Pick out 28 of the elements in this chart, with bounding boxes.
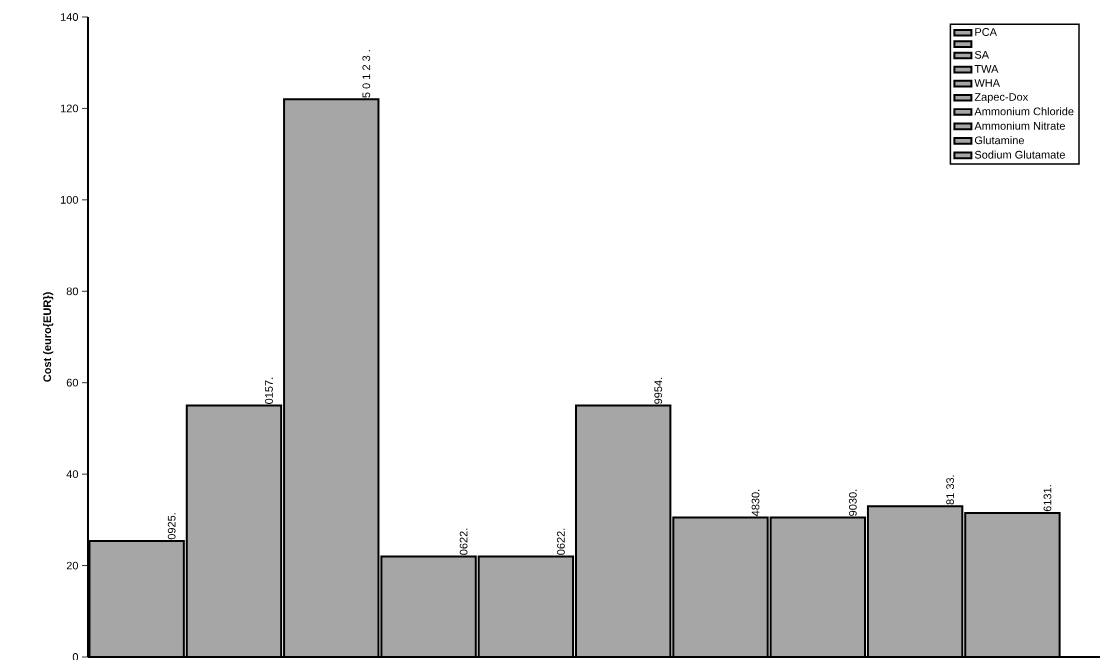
legend-label: Sodium Glutamate	[974, 150, 1065, 159]
y-axis-title: Cost (euro{EUR})	[43, 292, 54, 382]
text: 9030.	[848, 489, 857, 516]
text: 5 0 1 2 3 .	[362, 50, 371, 98]
legend-label: SA	[974, 50, 990, 59]
y-tick-label: 100	[60, 195, 79, 204]
y-tick-label: 20	[66, 561, 79, 570]
text: 0925.	[167, 513, 176, 540]
text: 0622.	[459, 528, 468, 555]
y-tick-label: 60	[66, 378, 79, 387]
legend-label: WHA	[974, 79, 1001, 87]
legend-label: Ammonium Nitrate	[974, 121, 1065, 130]
legend-label: Zapec-Dox	[974, 93, 1029, 104]
text: 9954.	[654, 377, 663, 404]
text: 6131.	[1043, 485, 1052, 512]
legend-label: Ammonium Chloride	[974, 107, 1074, 116]
legend-label: Glutamine	[974, 136, 1025, 145]
y-tick-label: 140	[60, 13, 79, 21]
text: 4830.	[751, 489, 760, 517]
y-tick-label: 120	[60, 104, 79, 113]
legend-label: TWA	[974, 65, 999, 73]
text: 0622.	[557, 528, 565, 555]
legend-label: PCA	[975, 28, 997, 36]
text: 0157.	[265, 377, 273, 404]
y-tick-label: 40	[66, 470, 79, 479]
y-tick-label: 80	[66, 287, 79, 296]
text: 81 33.	[946, 475, 955, 505]
y-tick-label: 0	[72, 653, 79, 660]
